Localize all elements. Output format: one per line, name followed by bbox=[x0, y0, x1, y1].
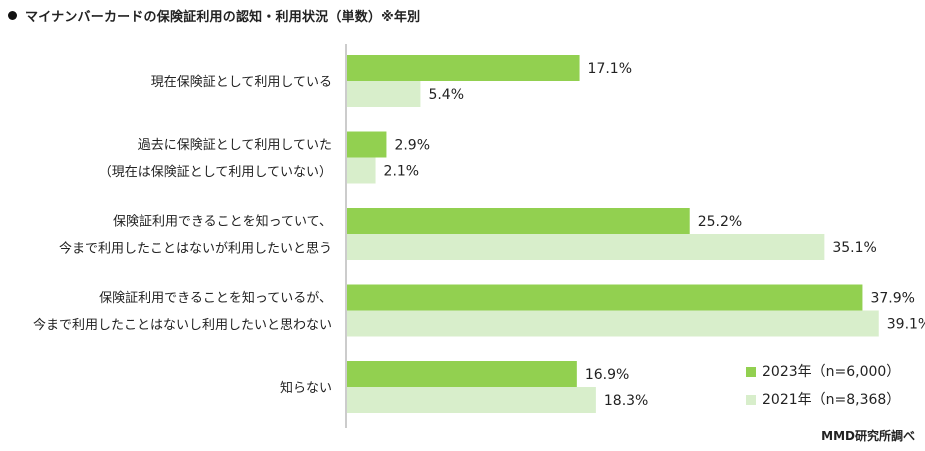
bullet-icon bbox=[8, 11, 17, 20]
chart-title: マイナンバーカードの保険証利用の認知・利用状況（単数）※年別 bbox=[8, 6, 420, 25]
category-label: 今まで利用したことはないが利用したいと思う bbox=[59, 241, 332, 257]
bar-2023 bbox=[347, 208, 690, 234]
data-label: 37.9% bbox=[870, 291, 914, 307]
data-label: 2.9% bbox=[394, 138, 430, 154]
data-label: 35.1% bbox=[832, 240, 876, 256]
legend-swatch-2021 bbox=[746, 395, 756, 405]
legend-label-2021: 2021年（n=8,368） bbox=[762, 392, 901, 408]
chart-title-text: マイナンバーカードの保険証利用の認知・利用状況（単数）※年別 bbox=[25, 10, 421, 25]
category-label: 保険証利用できることを知っていて、 bbox=[113, 214, 332, 230]
bar-2023 bbox=[347, 361, 577, 387]
bar-2021 bbox=[347, 81, 421, 107]
source-note: MMD研究所調べ bbox=[821, 429, 915, 443]
bar-2021 bbox=[347, 157, 376, 184]
data-label: 18.3% bbox=[604, 393, 648, 409]
data-label: 2.1% bbox=[384, 164, 420, 180]
category-label: 過去に保険証として利用していた bbox=[138, 138, 332, 153]
data-label: 25.2% bbox=[698, 214, 742, 230]
legend-item-2021: 2021年（n=8,368） bbox=[746, 386, 900, 414]
bar-2021 bbox=[347, 387, 596, 413]
bar-2021 bbox=[347, 310, 879, 337]
bar-2023 bbox=[347, 131, 387, 158]
legend-label-2023: 2023年（n=6,000） bbox=[762, 364, 901, 380]
legend: 2023年（n=6,000） 2021年（n=8,368） bbox=[746, 358, 900, 414]
category-label: （現在は保険証として利用していない） bbox=[99, 165, 332, 180]
bar-2023 bbox=[347, 284, 863, 311]
category-label: 今まで利用したことはないし利用したいと思わない bbox=[33, 317, 332, 333]
category-label: 保険証利用できることを知っているが、 bbox=[99, 290, 332, 306]
data-label: 17.1% bbox=[588, 61, 632, 77]
bar-2023 bbox=[347, 55, 580, 81]
data-label: 39.1% bbox=[887, 317, 925, 333]
category-label: 知らない bbox=[280, 380, 332, 396]
legend-item-2023: 2023年（n=6,000） bbox=[746, 358, 900, 386]
data-label: 5.4% bbox=[428, 87, 464, 103]
category-label: 現在保険証として利用している bbox=[151, 75, 332, 90]
data-label: 16.9% bbox=[585, 367, 629, 383]
legend-swatch-2023 bbox=[746, 367, 756, 377]
bar-2021 bbox=[347, 234, 825, 260]
